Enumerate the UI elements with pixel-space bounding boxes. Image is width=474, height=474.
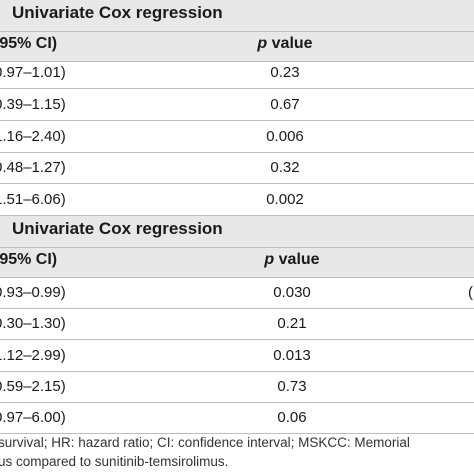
header-bottom-rule (0, 61, 474, 62)
ci-cell: 0.48–1.27) (0, 159, 66, 176)
footnote: survival; HR: hazard ratio; CI: confiden… (0, 435, 410, 450)
p-cell: 0.030 (273, 284, 311, 301)
ci-header: (95% CI) (0, 35, 58, 52)
ci-header: (95% CI) (0, 251, 58, 268)
ci-cell: 0.39–1.15) (0, 96, 66, 113)
p-cell: 0.013 (273, 347, 311, 364)
row-rule (0, 183, 474, 184)
ci-cell: 1.51–6.06) (0, 191, 66, 208)
row-rule (0, 308, 474, 309)
p-word: value (267, 35, 313, 52)
p-header: p value (237, 251, 347, 269)
row-rule (0, 88, 474, 89)
p-symbol: p (257, 35, 268, 52)
p-cell: 0.21 (277, 315, 307, 332)
ci-cell: 1.16–2.40) (0, 128, 66, 145)
row-rule (0, 215, 474, 216)
p-cell: 0.32 (270, 159, 300, 176)
p-word: value (274, 251, 320, 268)
ci-cell: 0.30–1.30) (0, 315, 66, 332)
ci-cell: 0.97–1.01) (0, 64, 66, 81)
footnote: us compared to sunitinib-temsirolimus. (0, 454, 229, 469)
table-title: Univariate Cox regression (12, 219, 223, 238)
row-rule (0, 120, 474, 121)
row-rule (0, 402, 474, 403)
p-cell: 0.06 (277, 409, 307, 426)
p-cell: 0.67 (270, 96, 300, 113)
header-rule (0, 31, 474, 32)
row-rule (0, 152, 474, 153)
p-cell: 0.73 (277, 378, 307, 395)
row-rule (0, 371, 474, 372)
p-cell: 0.002 (266, 191, 304, 208)
row-rule (0, 339, 474, 340)
p-cell: 0.006 (266, 128, 304, 145)
table-title: Univariate Cox regression (12, 3, 223, 22)
ci-cell: 0.93–0.99) (0, 284, 66, 301)
header-rule (0, 247, 474, 248)
p-symbol: p (264, 251, 275, 268)
p-cell: 0.23 (270, 64, 300, 81)
p-header: p value (230, 35, 340, 53)
ci-cell: 1.12–2.99) (0, 347, 66, 364)
header-bottom-rule (0, 277, 474, 278)
edge-text: ( (468, 284, 473, 301)
row-rule (0, 433, 474, 434)
ci-cell: 0.97–6.00) (0, 409, 66, 426)
ci-cell: 0.59–2.15) (0, 378, 66, 395)
